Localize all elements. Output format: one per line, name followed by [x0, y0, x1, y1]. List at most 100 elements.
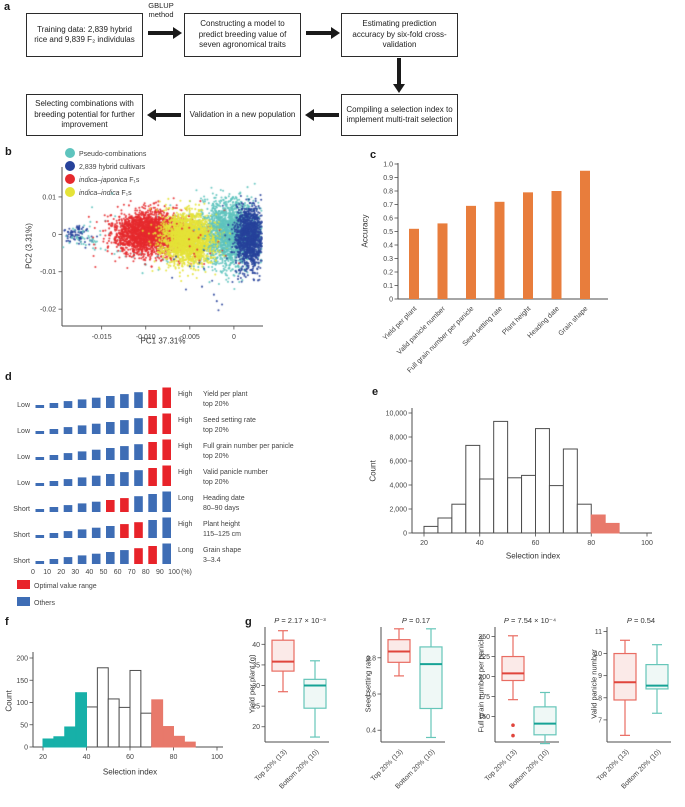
- accuracy-bar: [580, 170, 590, 299]
- box: [501, 655, 525, 682]
- accuracy-bar: [466, 205, 476, 299]
- x-tick-label: -0.015: [92, 334, 112, 341]
- histogram-bar: [86, 706, 98, 748]
- selection-index-axis-title: Selection index: [102, 767, 158, 777]
- y-tick-label: 0.2: [383, 270, 393, 277]
- row-left-label: Low: [17, 402, 31, 409]
- y-tick-label: 0: [403, 531, 407, 538]
- trait-range: top 20%: [203, 479, 229, 486]
- p-symbol: P: [626, 616, 632, 625]
- p-value-label: P = 0.54: [627, 616, 655, 625]
- other-bar: [77, 451, 87, 460]
- y-tick-label: 0.3: [383, 256, 393, 263]
- histogram-bar: [479, 478, 495, 534]
- panel-b-label: b: [5, 146, 12, 158]
- other-bar: [91, 397, 101, 408]
- other-bar: [49, 429, 59, 434]
- y-tick-label: 25: [252, 704, 260, 711]
- histogram-bar: [96, 667, 109, 748]
- histogram-bar: [521, 474, 536, 534]
- trait-range: 80–90 days: [203, 505, 240, 512]
- optimal-bar: [162, 387, 171, 408]
- trait-name: Seed setting rate: [203, 417, 256, 424]
- other-bar: [91, 553, 101, 564]
- histogram-bar: [173, 735, 185, 748]
- accuracy-bar: [409, 228, 419, 299]
- x-tick-label: 60: [532, 540, 540, 547]
- trait-name: Heading date: [203, 495, 245, 502]
- histogram-bar: [140, 712, 153, 748]
- outlier-dot: [511, 723, 515, 728]
- legend-label: Pseudo-combinations: [79, 151, 147, 158]
- row-right-label: High: [178, 443, 193, 450]
- row-left-label: Low: [17, 480, 31, 487]
- trait-range: 3–3.4: [203, 557, 221, 564]
- histogram-bar: [64, 726, 77, 748]
- other-bar: [63, 427, 73, 434]
- row-left-label: Short: [13, 532, 30, 539]
- box: [533, 706, 557, 736]
- optimal-bar: [120, 524, 129, 538]
- other-bar: [162, 543, 171, 564]
- p-value-label: P = 0.17: [402, 616, 430, 625]
- accuracy-bar: [437, 223, 448, 299]
- y-tick-label: 2,000: [389, 507, 407, 514]
- flow-step-selecting-combinations: Selecting combinations with breeding pot…: [26, 94, 143, 136]
- other-bar: [91, 527, 101, 538]
- group-label: Top 20% (13): [254, 748, 288, 782]
- other-bar: [120, 394, 129, 408]
- y-tick-label: 4,000: [389, 483, 407, 490]
- row-right-label: High: [178, 391, 193, 398]
- yield-axis-title: Yield per plant (g): [247, 654, 257, 714]
- optimal-bar: [148, 416, 157, 434]
- other-bar: [77, 555, 87, 564]
- flow-step-validation: Validation in a new population: [184, 94, 301, 136]
- box: [613, 652, 637, 701]
- histogram-bar: [75, 692, 87, 748]
- row-right-label: Long: [178, 495, 194, 502]
- panel-g-label: g: [245, 616, 252, 628]
- x-tick-label: 60: [126, 754, 134, 761]
- other-bar: [63, 479, 73, 486]
- flow-step-training-data: Training data: 2,839 hybrid rice and 9,8…: [26, 13, 143, 57]
- y-tick-label: 9: [598, 673, 602, 680]
- histogram-bar: [507, 477, 523, 534]
- box: [645, 663, 669, 690]
- y-tick-label: -0.01: [40, 269, 56, 276]
- legend-swatch-icon: [17, 580, 30, 589]
- group-label: Top 20% (13): [484, 748, 518, 782]
- optimal-bar: [162, 413, 171, 434]
- y-tick-label: 0.5: [383, 229, 393, 236]
- other-bar: [106, 448, 115, 460]
- x-tick-label: 0: [31, 569, 35, 576]
- histogram-bar: [118, 706, 131, 748]
- x-tick-label: 100: [641, 540, 653, 547]
- x-tick-label: 100: [168, 569, 180, 576]
- legend-label-text: Pseudo-combinations: [79, 151, 147, 158]
- x-tick-label: 20: [420, 540, 428, 547]
- panel-e-label: e: [372, 386, 379, 398]
- other-bar: [134, 418, 143, 434]
- p-value-label: P = 7.54 × 10⁻⁴: [504, 616, 556, 625]
- p-symbol: P: [503, 616, 509, 625]
- group-label: Top 20% (13): [596, 748, 630, 782]
- optimal-bar: [148, 442, 157, 460]
- trait-name: Valid panicle number: [203, 469, 269, 476]
- y-tick-label: 0: [389, 297, 393, 304]
- x-tick-label: 40: [83, 754, 91, 761]
- row-left-label: Low: [17, 428, 31, 435]
- panel-c-label: c: [370, 149, 377, 161]
- histogram-bar: [151, 699, 164, 748]
- x-tick-label: 100: [211, 754, 223, 761]
- optimal-bar: [134, 522, 143, 538]
- other-bar: [35, 457, 45, 460]
- optimal-bar: [148, 390, 157, 408]
- trait-range: top 20%: [203, 453, 229, 460]
- row-right-label: High: [178, 469, 193, 476]
- y-tick-label: 0.9: [383, 175, 393, 182]
- y-tick-label: 150: [16, 678, 28, 685]
- other-bar: [91, 449, 101, 460]
- box: [303, 678, 327, 709]
